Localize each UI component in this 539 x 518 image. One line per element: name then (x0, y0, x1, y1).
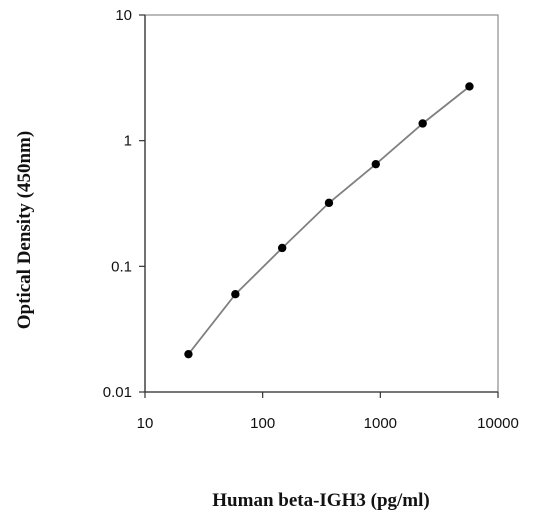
x-tick-group: 10 100 1000 10000 (137, 392, 519, 432)
data-point (418, 119, 427, 128)
y-axis-title: Optical Density (450nm) (14, 131, 35, 329)
axes (144, 15, 498, 393)
data-point (465, 82, 474, 91)
x-tick-label: 1000 (364, 415, 397, 432)
data-point (184, 349, 193, 359)
x-tick-label: 10000 (477, 415, 519, 432)
x-tick-label: 10 (137, 415, 154, 432)
data-point (324, 198, 334, 208)
y-tick-label: 0.01 (103, 384, 132, 401)
data-point (371, 159, 380, 169)
plot-area (144, 14, 499, 393)
data-point (277, 243, 287, 253)
x-tick-label: 100 (250, 415, 275, 432)
data-point (231, 290, 240, 299)
y-tick-label: 0.1 (111, 258, 132, 275)
series-line (187, 85, 471, 355)
plot-frame (144, 14, 499, 393)
x-axis-title: Human beta-IGH3 (pg/ml) (212, 490, 429, 511)
y-tick-label: 1 (124, 133, 132, 150)
y-tick-group: 10 1 0.1 0.01 (103, 7, 145, 401)
y-tick-label: 10 (115, 7, 132, 24)
data-points (184, 82, 474, 359)
